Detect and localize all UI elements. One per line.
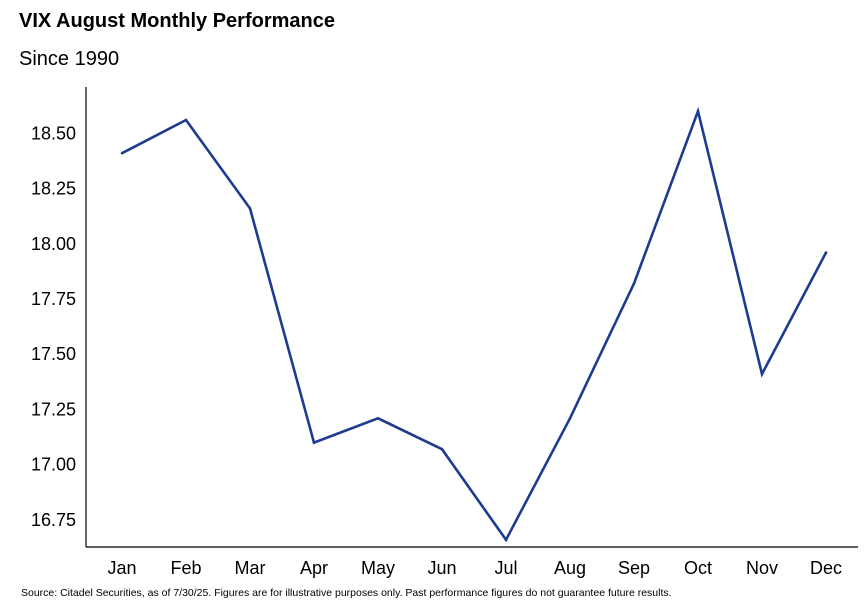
x-tick-label: Jul	[494, 558, 517, 578]
x-tick-label: Nov	[746, 558, 778, 578]
data-point-mar	[248, 207, 252, 210]
data-point-dec	[824, 251, 828, 254]
y-tick-label: 17.50	[31, 344, 76, 364]
data-point-jan	[120, 151, 124, 155]
x-tick-label: Sep	[618, 558, 650, 578]
x-tick-label: Dec	[810, 558, 842, 578]
y-tick-label: 18.50	[31, 123, 76, 143]
y-tick-label: 16.75	[31, 510, 76, 530]
x-tick-label: Jan	[107, 558, 136, 578]
source-note: Source: Citadel Securities, as of 7/30/2…	[21, 587, 672, 599]
x-tick-label: Aug	[554, 558, 586, 578]
data-point-feb	[184, 118, 188, 122]
x-tick-label: Apr	[300, 558, 328, 578]
y-tick-label: 17.00	[31, 455, 76, 475]
x-tick-label: Mar	[235, 558, 266, 578]
y-axis: 16.75 17.00 17.25 17.50 17.75 18.00 18.25 18.50	[31, 87, 87, 547]
data-point-aug	[568, 417, 572, 420]
data-point-nov	[760, 372, 764, 376]
x-tick-label: Jun	[427, 558, 456, 578]
series-line	[121, 106, 828, 543]
y-tick-label: 17.75	[31, 289, 76, 309]
chart-subtitle: Since 1990	[19, 48, 120, 70]
x-axis: Jan Feb Mar Apr May Jun Jul Aug Sep Oct Nov Dec	[86, 546, 858, 578]
data-point-apr	[312, 441, 316, 444]
data-point-may	[376, 417, 380, 420]
x-tick-label: Oct	[684, 558, 712, 578]
x-tick-label: May	[361, 558, 395, 578]
data-point-jul	[504, 538, 508, 542]
x-tick-label: Feb	[170, 558, 201, 578]
data-point-oct	[696, 109, 700, 113]
data-point-jun	[440, 447, 444, 451]
y-tick-label: 18.25	[31, 179, 76, 199]
y-tick-label: 17.25	[31, 399, 76, 419]
chart-title: VIX August Monthly Performance	[19, 10, 335, 32]
y-tick-label: 18.00	[31, 234, 76, 254]
series-layer	[120, 106, 828, 543]
data-point-sep	[632, 282, 636, 285]
